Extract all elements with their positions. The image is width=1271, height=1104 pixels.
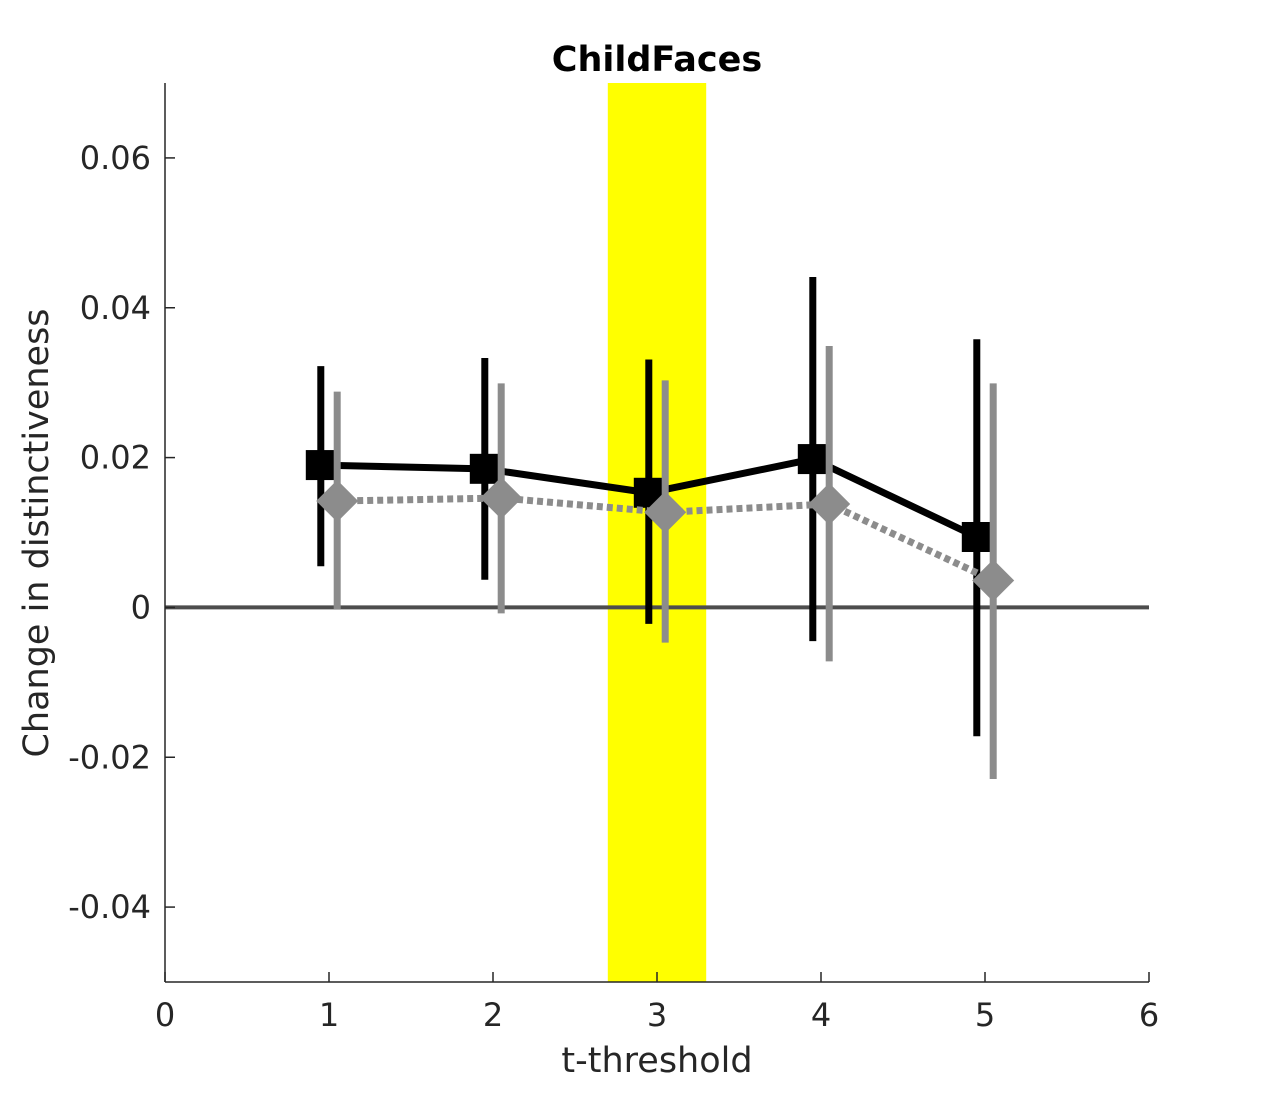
series-1-point	[961, 521, 992, 552]
series-2	[316, 345, 1015, 779]
y-axis-title: Change in distinctiveness	[17, 308, 57, 757]
x-tick-label: 4	[811, 996, 831, 1034]
y-tick-label: 0.06	[80, 139, 151, 177]
highlight-band-layer	[607, 83, 707, 982]
series-2-point	[972, 559, 1015, 602]
series-2-line	[337, 494, 995, 584]
y-tick-label: -0.02	[68, 738, 151, 776]
highlight-band	[607, 83, 707, 982]
x-tick-label: 6	[1139, 996, 1159, 1034]
series-1-point	[469, 453, 500, 484]
series-2-point	[808, 483, 851, 526]
x-tick-label: 1	[319, 996, 339, 1034]
series-2-point	[316, 480, 359, 523]
x-tick-label: 3	[647, 996, 667, 1034]
series-1-point	[797, 444, 828, 475]
x-axis-title: t-threshold	[561, 1041, 752, 1081]
y-tick-label: 0.02	[80, 439, 151, 477]
series-2-point	[644, 491, 687, 534]
axes-layer: 0 1 2 3 4 5 6 -0.04 -0.02 0 0.02 0.04 0.06	[68, 83, 1159, 1034]
chart-title: ChildFaces	[552, 40, 762, 80]
y-tick-label: 0.04	[80, 289, 151, 327]
x-tick-label: 5	[975, 996, 995, 1034]
y-tick-label: 0	[131, 588, 151, 626]
y-tick-label: -0.04	[68, 888, 151, 926]
series-1	[305, 277, 992, 737]
x-tick-label: 0	[155, 996, 175, 1034]
x-tick-label: 2	[483, 996, 503, 1034]
series-1-point	[305, 450, 336, 481]
series-2-point	[480, 477, 523, 520]
series-layer	[305, 277, 1015, 779]
